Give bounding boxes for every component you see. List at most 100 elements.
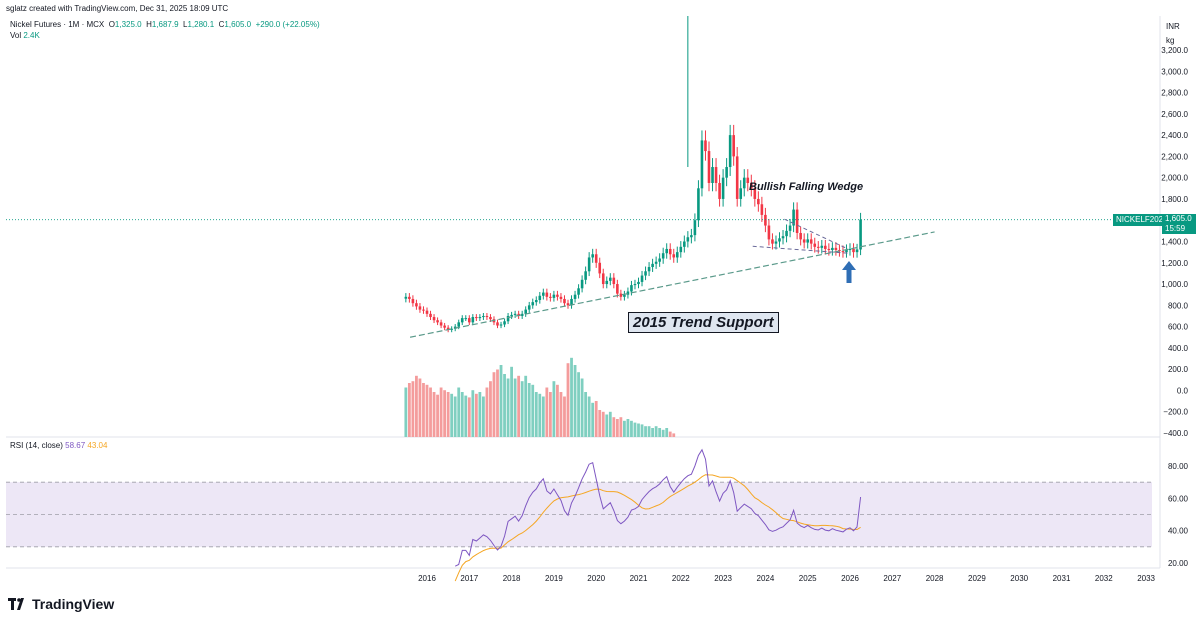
volume-bar [474, 393, 478, 437]
candle-body [746, 177, 750, 183]
candle-body [411, 298, 415, 304]
volume-bar [577, 372, 580, 437]
candle-body [802, 239, 806, 243]
candle-body [468, 318, 471, 323]
candle-body [527, 305, 531, 310]
candle-body [591, 254, 594, 258]
candle-body [728, 135, 732, 168]
rsi-label[interactable]: RSI (14, close) [10, 441, 63, 450]
volume-bar [432, 392, 436, 437]
candle-body [735, 156, 739, 199]
time-tick-label: 2025 [799, 574, 817, 583]
candle-body [556, 294, 559, 297]
volume-bar [556, 384, 559, 437]
volume-bar [541, 396, 545, 437]
candle-body [573, 294, 577, 299]
candle-body [820, 245, 824, 248]
volume-bar [506, 378, 510, 437]
candle-body [520, 313, 524, 316]
low-value: 1,280.1 [187, 20, 215, 29]
candle-body [714, 167, 718, 183]
candle-body [654, 261, 658, 264]
volume-bar [429, 387, 432, 437]
candle-body [633, 284, 637, 286]
change-value: +290.0 (+22.05%) [255, 20, 320, 29]
volume-bar [534, 392, 538, 437]
candle-body [739, 188, 743, 199]
time-tick-label: 2024 [757, 574, 775, 583]
volume-bar [450, 393, 454, 437]
candle-body [841, 251, 845, 253]
candle-body [510, 314, 513, 316]
candle-body [693, 220, 697, 236]
volume-bar [517, 375, 521, 437]
volume-bar [439, 387, 443, 437]
volume-bar [499, 365, 503, 437]
candle-body [584, 271, 587, 280]
price-tick-label: 2,800.0 [1161, 89, 1188, 98]
volume-bar [651, 428, 654, 437]
volume-bar [464, 395, 468, 437]
candle-body [485, 315, 489, 318]
candle-body [499, 324, 503, 326]
volume-bar [665, 428, 669, 437]
volume-bar [637, 423, 640, 437]
candle-body [542, 292, 545, 296]
candle-body [785, 230, 788, 237]
candle-body [771, 239, 774, 244]
candle-body [700, 140, 704, 189]
low-label: L [183, 20, 188, 29]
candle-body [651, 263, 654, 268]
candle-body [580, 279, 584, 289]
candle-body [563, 298, 566, 304]
candle-body [683, 241, 686, 247]
candle-body [538, 295, 542, 301]
falling-wedge-annotation[interactable]: Bullish Falling Wedge [749, 181, 864, 193]
candle-body [457, 322, 461, 327]
high-value: 1,687.9 [151, 20, 179, 29]
tradingview-logo[interactable]: TradingView [8, 596, 114, 612]
candle-body [647, 267, 651, 272]
price-tick-label: 800.0 [1168, 301, 1189, 310]
price-tick-label: 3,000.0 [1161, 67, 1188, 76]
price-tick-label: 2,000.0 [1161, 174, 1188, 183]
volume-bar [626, 419, 630, 437]
volume-bar [482, 396, 485, 437]
symbol-name[interactable]: Nickel Futures · 1M · MCX [10, 20, 105, 29]
time-tick-label: 2028 [926, 574, 944, 583]
candle-body [848, 248, 852, 251]
volume-bar [415, 375, 418, 437]
candle-body [760, 204, 764, 215]
candle-body [827, 248, 831, 251]
price-tick-label: 1,400.0 [1161, 238, 1188, 247]
candle-body [753, 188, 757, 199]
candle-body [675, 252, 679, 258]
candle-body [686, 237, 690, 242]
volume-bar [404, 387, 408, 437]
candle-body [415, 303, 418, 307]
candle-body [616, 284, 619, 294]
candle-body [781, 236, 785, 239]
price-tick-label: 2,600.0 [1161, 110, 1188, 119]
volume-bar [548, 392, 552, 437]
volume-bar [601, 411, 605, 437]
candle-body [640, 275, 644, 282]
time-tick-label: 2030 [1010, 574, 1028, 583]
trend-support-annotation[interactable]: 2015 Trend Support [628, 312, 779, 333]
candle-body [464, 318, 468, 320]
candle-body [545, 292, 549, 297]
volume-bar [443, 390, 447, 437]
rsi-value: 58.67 [65, 441, 86, 450]
candle-body [598, 262, 602, 274]
volume-bar [647, 426, 651, 437]
candle-body [429, 313, 432, 318]
bar-countdown: 15:59 [1165, 224, 1186, 233]
volume-bar [478, 392, 482, 437]
rsi-tick-label: 80.00 [1168, 462, 1189, 471]
candle-body [566, 303, 570, 306]
volume-bar [520, 381, 524, 437]
candle-body [422, 309, 425, 311]
time-tick-label: 2027 [883, 574, 901, 583]
candle-body [460, 318, 464, 323]
